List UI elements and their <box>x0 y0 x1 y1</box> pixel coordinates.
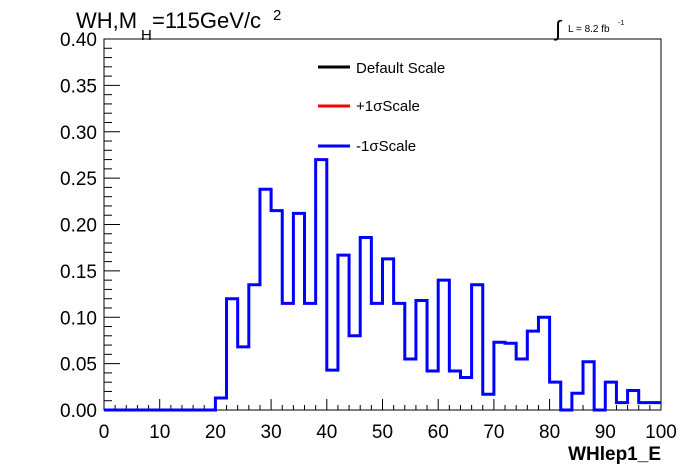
x-tick-label: 0 <box>99 422 110 443</box>
chart-title-rest: =115GeV/c <box>152 8 261 33</box>
y-tick-label: 0.30 <box>60 123 97 144</box>
lumi-label: L = 8.2 fb <box>568 24 610 35</box>
y-tick-label: 0.05 <box>60 355 97 376</box>
y-tick-labels: 0.00 0.05 0.10 0.15 0.20 0.25 0.30 0.35 0.40 <box>60 30 97 422</box>
x-tick-label: 70 <box>483 422 504 443</box>
y-tick-label: 0.25 <box>60 169 97 190</box>
y-tick-label: 0.40 <box>60 30 97 51</box>
y-tick-label: 0.00 <box>60 401 97 422</box>
lumi-superscript: -1 <box>618 20 624 27</box>
y-tick-label: 0.20 <box>60 216 97 237</box>
x-tick-label: 80 <box>539 422 560 443</box>
x-tick-label: 10 <box>149 422 170 443</box>
x-tick-label: 60 <box>428 422 449 443</box>
legend: Default Scale +1σScale -1σScale <box>318 60 445 155</box>
chart-title-superscript: 2 <box>273 7 281 24</box>
x-tick-label: 30 <box>261 422 282 443</box>
series-line-minus-1sigma <box>104 158 661 412</box>
y-tick-label: 0.15 <box>60 262 97 283</box>
axis-ticks <box>103 38 662 411</box>
legend-label-minus-1sigma: -1σScale <box>356 138 416 155</box>
plot-frame <box>103 38 662 411</box>
legend-label-plus-1sigma: +1σScale <box>356 98 420 115</box>
legend-label-default: Default Scale <box>356 60 445 77</box>
x-axis-label: WHlep1_E <box>568 444 661 465</box>
x-tick-labels: 0 10 20 30 40 50 60 70 80 90 100 <box>99 422 677 443</box>
x-tick-label: 40 <box>316 422 337 443</box>
x-tick-label: 20 <box>205 422 226 443</box>
x-tick-label: 50 <box>372 422 393 443</box>
lumi-integral-symbol: ∫ <box>553 16 563 41</box>
y-tick-label: 0.35 <box>60 76 97 97</box>
chart-title-main: WH,M <box>76 8 137 33</box>
chart-title-subscript: H <box>141 27 152 44</box>
x-tick-label: 100 <box>645 422 677 443</box>
y-tick-label: 0.10 <box>60 308 97 329</box>
x-tick-label: 90 <box>595 422 616 443</box>
